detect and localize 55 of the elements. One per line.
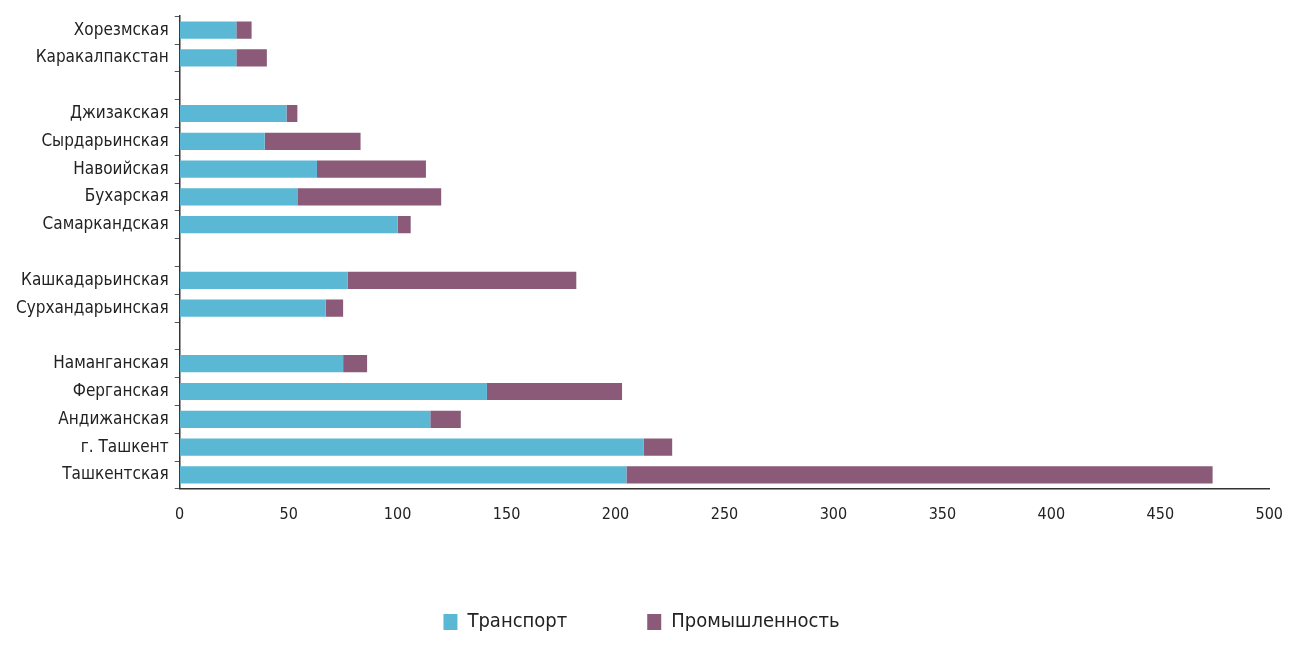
bar: [179, 355, 344, 373]
y-tick-label: Джизакская: [70, 101, 169, 122]
y-tick-label: Бухарская: [84, 185, 169, 206]
bar: [179, 410, 431, 428]
bar: [179, 188, 298, 206]
y-tick-label: Сырдарьинская: [41, 129, 169, 150]
bar: [179, 271, 348, 289]
x-tick-label: 100: [383, 503, 412, 523]
bar: [486, 382, 623, 401]
bar: [179, 160, 317, 178]
bar: [179, 438, 644, 456]
bar: [179, 21, 237, 39]
y-tick-label: Андижанская: [58, 407, 169, 428]
bar: [643, 438, 673, 456]
x-tick-label: 400: [1037, 503, 1066, 523]
bar: [626, 466, 1213, 484]
bar: [236, 21, 252, 39]
y-tick-label: Сурхандарьинская: [15, 296, 169, 317]
y-tick-label: г. Ташкент: [80, 435, 169, 456]
y-tick-label: Ташкентская: [61, 463, 169, 484]
x-tick-label: 500: [1255, 503, 1283, 523]
bar: [179, 382, 487, 401]
bar: [236, 49, 267, 67]
x-tick-label: 350: [928, 503, 957, 523]
bar: [179, 104, 287, 123]
bar: [316, 160, 426, 178]
bar: [297, 188, 442, 206]
y-tick-label: Навоийская: [73, 157, 169, 178]
bar: [397, 216, 411, 234]
y-tick-label: Хорезмская: [73, 18, 169, 39]
bar: [179, 132, 265, 150]
bar: [343, 355, 368, 373]
y-tick-label: Ферганская: [72, 379, 169, 400]
x-tick-label: 50: [279, 503, 298, 523]
legend-label: Транспорт: [466, 608, 568, 633]
legend-label: Промышленность: [671, 608, 840, 633]
x-tick-label: 300: [819, 503, 848, 523]
y-tick-label: Наманганская: [53, 352, 169, 373]
x-tick-label: 450: [1146, 503, 1175, 523]
x-tick-label: 250: [710, 503, 739, 523]
bar: [286, 104, 298, 123]
bar: [325, 299, 344, 317]
bar: [264, 132, 361, 150]
x-tick-label: 200: [601, 503, 630, 523]
bar: [179, 216, 398, 234]
y-tick-label: Каракалпакстан: [35, 46, 169, 67]
bar: [347, 271, 577, 289]
y-tick-label: Самаркандская: [42, 213, 169, 234]
x-tick-label: 0: [175, 503, 185, 523]
bar: [179, 466, 627, 484]
bar: [179, 49, 237, 67]
bar: [179, 299, 326, 317]
y-tick-label: Кашкадарьинская: [21, 268, 169, 289]
bar: [430, 410, 461, 428]
x-tick-label: 150: [492, 503, 521, 523]
